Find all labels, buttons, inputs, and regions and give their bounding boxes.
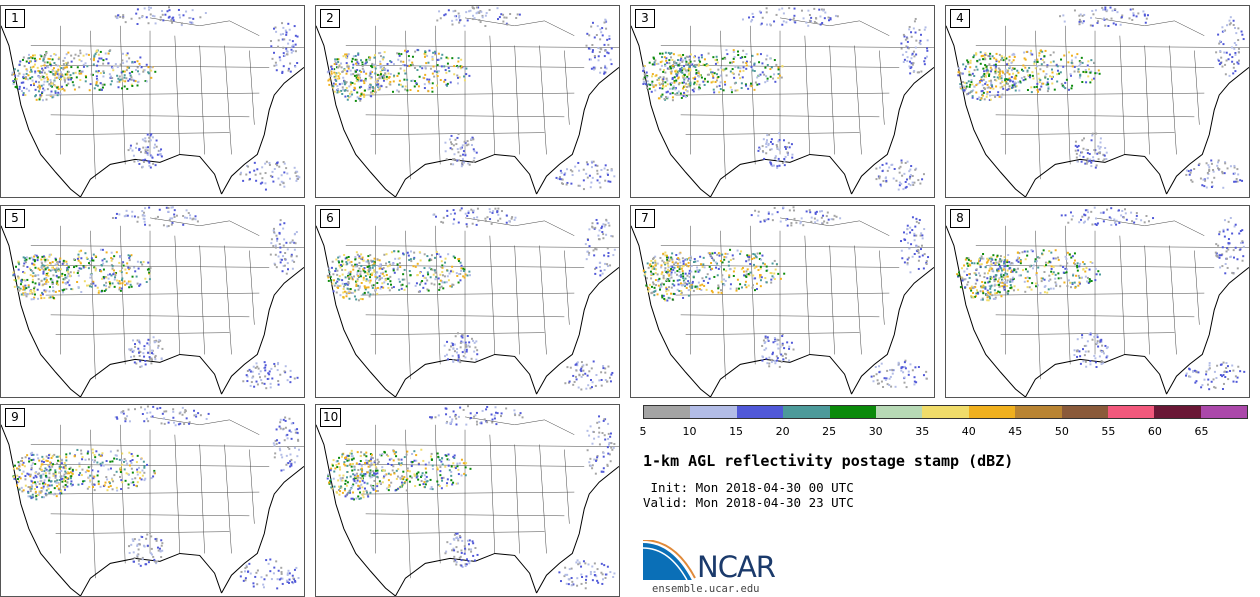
- member-number: 7: [635, 209, 655, 228]
- map-canvas: [946, 206, 1249, 397]
- map-canvas: [1, 405, 304, 596]
- colorbar-segment: [736, 406, 784, 418]
- colorbar-segment: [644, 406, 691, 418]
- map-canvas: [1, 6, 304, 197]
- colorbar-tick-label: 55: [1101, 425, 1116, 438]
- colorbar-tick-label: 50: [1054, 425, 1069, 438]
- member-number: 6: [320, 209, 340, 228]
- colorbar-tick-label: 60: [1147, 425, 1162, 438]
- map-canvas: [631, 7, 934, 197]
- colorbar-ticks: 5 10 15 20 25 30 35 40 45 50 55 60 65: [639, 425, 1248, 439]
- ncar-wordmark: NCAR: [697, 550, 776, 584]
- member-number: 2: [320, 9, 340, 28]
- colorbar-tick-label: 45: [1008, 425, 1023, 438]
- colorbar-segment: [875, 406, 923, 418]
- colorbar-segment: [1154, 406, 1201, 418]
- colorbar-tick-label: 25: [822, 425, 837, 438]
- colorbar-segment: [1015, 406, 1062, 418]
- map-canvas: [631, 206, 934, 397]
- colorbar-tick-label: 65: [1194, 425, 1209, 438]
- colorbar-tick-label: 5: [639, 425, 647, 438]
- colorbar-segment: [1107, 406, 1155, 418]
- website-text: ensemble.ucar.edu: [652, 583, 760, 595]
- member-number: 3: [635, 9, 655, 28]
- ncar-logo-icon: [643, 540, 696, 581]
- stamp-panel-10: 10: [315, 404, 620, 597]
- map-canvas: [316, 207, 619, 397]
- colorbar-tick-label: 40: [961, 425, 976, 438]
- stamp-panel-7: 7: [630, 205, 935, 398]
- stamp-panel-6: 6: [315, 205, 620, 398]
- colorbar-segment: [783, 406, 830, 418]
- figure-title: 1-km AGL reflectivity postage stamp (dBZ…: [643, 452, 1014, 470]
- colorbar-segment: [968, 406, 1016, 418]
- member-number: 1: [5, 9, 25, 28]
- stamp-panel-1: 1: [0, 5, 305, 198]
- member-number: 9: [5, 408, 25, 427]
- colorbar-segment: [829, 406, 876, 418]
- stamp-panel-9: 9: [0, 404, 305, 597]
- stamp-panel-8: 8: [945, 205, 1250, 398]
- member-number: 5: [5, 209, 25, 228]
- colorbar-segment: [922, 406, 969, 418]
- member-number: 4: [950, 9, 970, 28]
- stamp-panel-4: 4: [945, 5, 1250, 198]
- colorbar-segment: [1200, 406, 1248, 418]
- colorbar-tick-label: 20: [775, 425, 790, 438]
- stamp-panel-5: 5: [0, 205, 305, 398]
- valid-time: Valid: Mon 2018-04-30 23 UTC: [643, 495, 854, 510]
- member-number: 8: [950, 209, 970, 228]
- colorbar-tick-label: 10: [682, 425, 697, 438]
- stamp-panel-3: 3: [630, 5, 935, 198]
- colorbar-tick-label: 35: [915, 425, 930, 438]
- member-number: 10: [320, 408, 342, 427]
- stamp-panel-2: 2: [315, 5, 620, 198]
- colorbar-segment: [1061, 406, 1108, 418]
- reflectivity-colorbar: [643, 405, 1248, 419]
- init-time: Init: Mon 2018-04-30 00 UTC: [643, 480, 854, 495]
- map-canvas: [316, 405, 619, 596]
- colorbar-segment: [690, 406, 737, 418]
- colorbar-tick-label: 30: [868, 425, 883, 438]
- map-canvas: [946, 6, 1249, 197]
- map-canvas: [1, 206, 304, 397]
- colorbar-tick-label: 15: [729, 425, 744, 438]
- map-canvas: [316, 6, 619, 197]
